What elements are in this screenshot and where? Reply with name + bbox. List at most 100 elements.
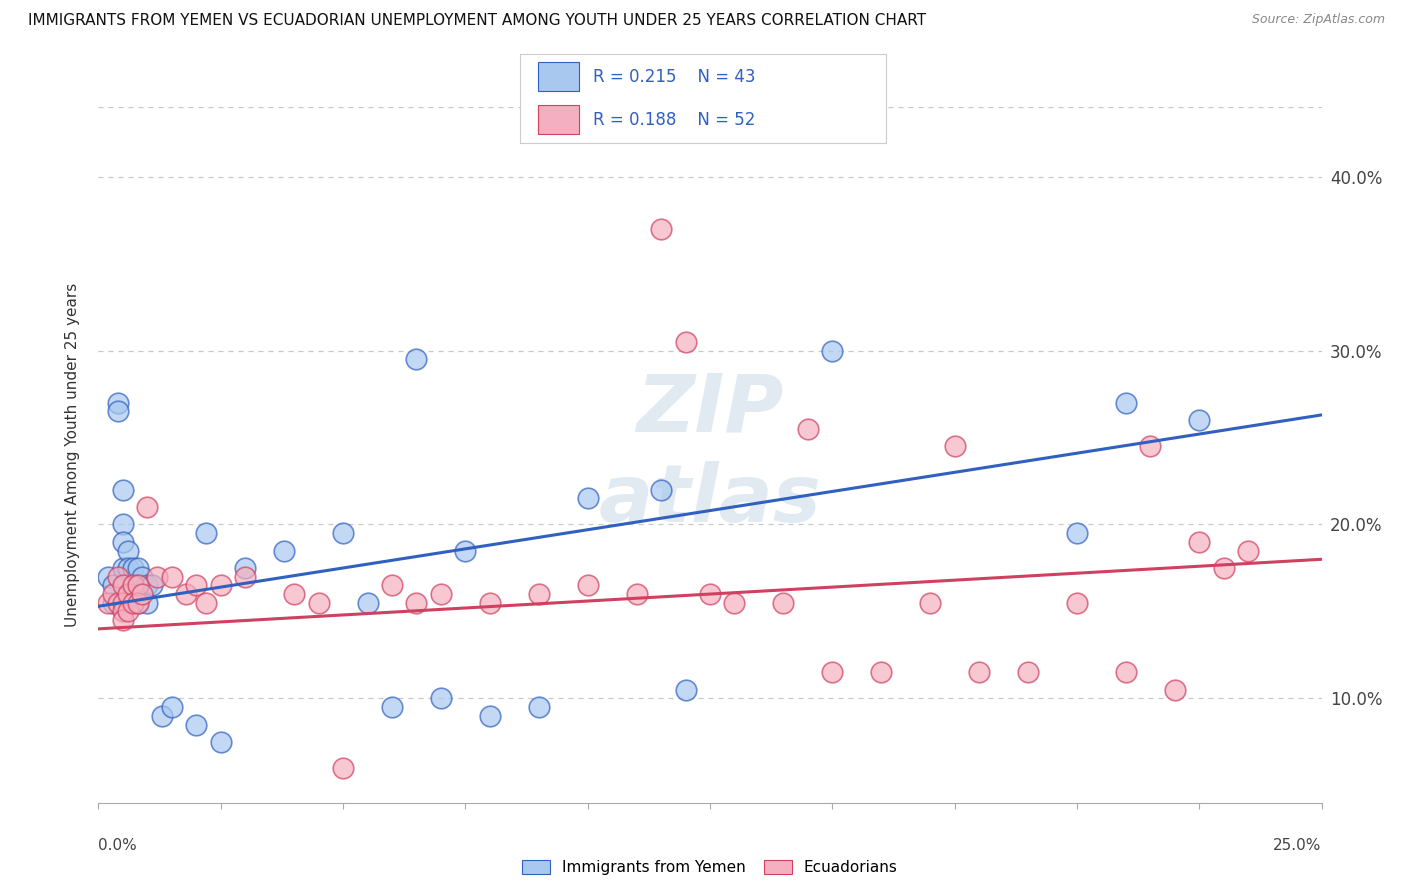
- Point: [111, 517, 134, 532]
- FancyBboxPatch shape: [538, 105, 579, 134]
- Point: [1066, 596, 1088, 610]
- Point: [186, 717, 208, 731]
- Point: [430, 691, 453, 706]
- Point: [1115, 665, 1137, 680]
- Point: [111, 561, 134, 575]
- Point: [699, 587, 721, 601]
- Point: [176, 587, 198, 601]
- Point: [136, 500, 159, 514]
- Point: [650, 483, 672, 497]
- Point: [797, 422, 820, 436]
- Point: [121, 561, 143, 575]
- Point: [381, 578, 404, 592]
- Point: [1164, 682, 1187, 697]
- Point: [127, 578, 149, 592]
- Point: [943, 439, 966, 453]
- Point: [1188, 413, 1211, 427]
- Point: [273, 543, 295, 558]
- Point: [405, 596, 427, 610]
- Point: [381, 700, 404, 714]
- Point: [1188, 534, 1211, 549]
- Point: [967, 665, 990, 680]
- Text: ZIP
atlas: ZIP atlas: [599, 371, 821, 539]
- Point: [127, 596, 149, 610]
- Point: [117, 543, 139, 558]
- Point: [146, 570, 169, 584]
- Point: [1115, 395, 1137, 409]
- Point: [117, 587, 139, 601]
- Point: [195, 526, 218, 541]
- Point: [117, 605, 139, 619]
- Point: [209, 735, 232, 749]
- Point: [195, 596, 218, 610]
- Point: [478, 708, 501, 723]
- Point: [97, 596, 120, 610]
- Point: [121, 596, 143, 610]
- Point: [127, 561, 149, 575]
- Point: [141, 578, 163, 592]
- Point: [1139, 439, 1161, 453]
- Point: [150, 708, 173, 723]
- Point: [527, 587, 550, 601]
- Text: Source: ZipAtlas.com: Source: ZipAtlas.com: [1251, 13, 1385, 27]
- Point: [454, 543, 477, 558]
- Point: [332, 526, 354, 541]
- Point: [111, 483, 134, 497]
- Point: [675, 682, 697, 697]
- Point: [233, 561, 256, 575]
- Point: [136, 596, 159, 610]
- Point: [107, 596, 129, 610]
- Point: [127, 596, 149, 610]
- Point: [478, 596, 501, 610]
- Text: 25.0%: 25.0%: [1274, 838, 1322, 854]
- Point: [332, 761, 354, 775]
- Text: 0.0%: 0.0%: [98, 838, 138, 854]
- Point: [117, 561, 139, 575]
- Point: [233, 570, 256, 584]
- Point: [186, 578, 208, 592]
- Point: [127, 578, 149, 592]
- Point: [1017, 665, 1039, 680]
- Point: [160, 700, 183, 714]
- Point: [101, 578, 124, 592]
- Point: [121, 578, 143, 592]
- FancyBboxPatch shape: [538, 62, 579, 91]
- Point: [356, 596, 378, 610]
- Point: [650, 222, 672, 236]
- Point: [308, 596, 330, 610]
- Text: IMMIGRANTS FROM YEMEN VS ECUADORIAN UNEMPLOYMENT AMONG YOUTH UNDER 25 YEARS CORR: IMMIGRANTS FROM YEMEN VS ECUADORIAN UNEM…: [28, 13, 927, 29]
- Point: [821, 343, 844, 358]
- Point: [283, 587, 305, 601]
- Point: [576, 491, 599, 506]
- Point: [1066, 526, 1088, 541]
- Legend: Immigrants from Yemen, Ecuadorians: Immigrants from Yemen, Ecuadorians: [522, 860, 898, 875]
- Point: [117, 587, 139, 601]
- Point: [111, 613, 134, 627]
- Point: [111, 534, 134, 549]
- Point: [107, 404, 129, 418]
- Point: [405, 352, 427, 367]
- Point: [772, 596, 794, 610]
- Text: R = 0.188    N = 52: R = 0.188 N = 52: [593, 111, 755, 128]
- Point: [870, 665, 893, 680]
- Point: [626, 587, 648, 601]
- Point: [97, 570, 120, 584]
- Point: [136, 578, 159, 592]
- Point: [576, 578, 599, 592]
- Y-axis label: Unemployment Among Youth under 25 years: Unemployment Among Youth under 25 years: [65, 283, 80, 627]
- Point: [430, 587, 453, 601]
- Point: [723, 596, 745, 610]
- Point: [111, 605, 134, 619]
- Point: [209, 578, 232, 592]
- Point: [160, 570, 183, 584]
- Point: [111, 578, 134, 592]
- Point: [131, 587, 153, 601]
- Point: [527, 700, 550, 714]
- Point: [107, 570, 129, 584]
- Point: [121, 587, 143, 601]
- Text: R = 0.215    N = 43: R = 0.215 N = 43: [593, 68, 756, 86]
- Point: [107, 395, 129, 409]
- Point: [675, 334, 697, 349]
- Point: [1237, 543, 1260, 558]
- Point: [101, 596, 124, 610]
